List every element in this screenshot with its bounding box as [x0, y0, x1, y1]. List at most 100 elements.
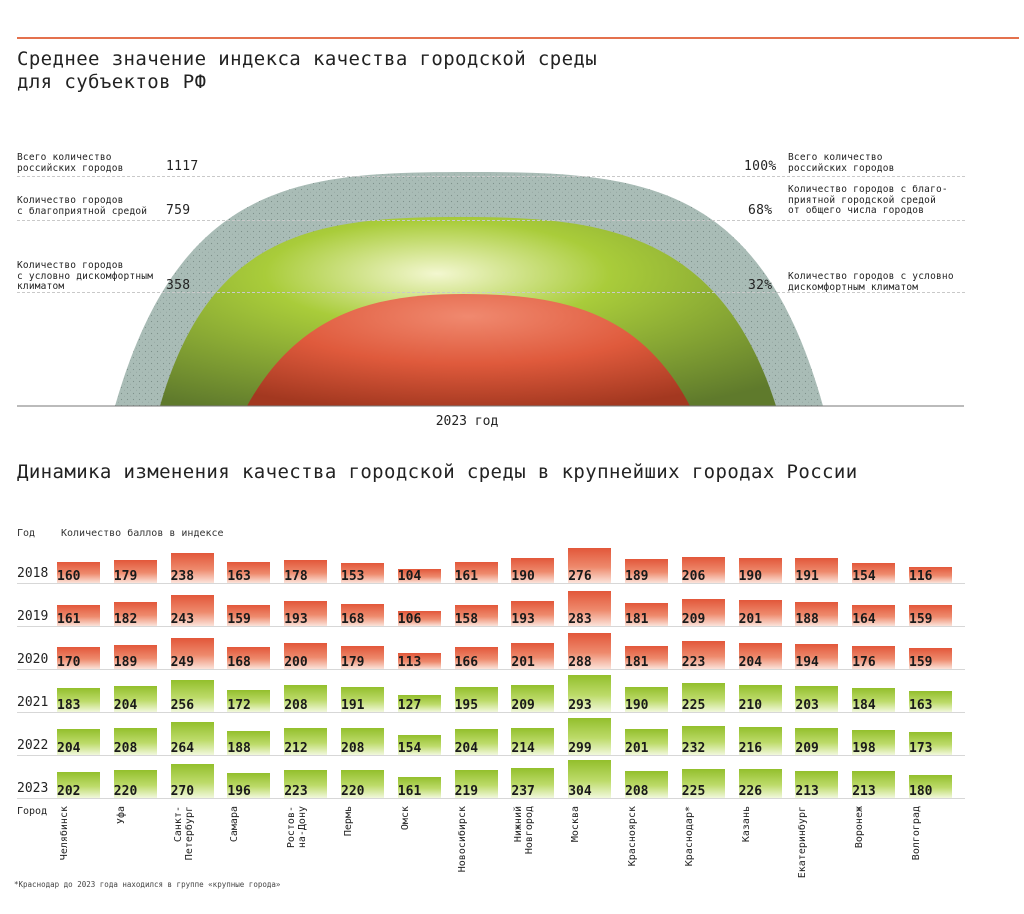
score-bar-fill	[568, 632, 612, 669]
score-bar: 200	[284, 643, 328, 669]
score-value: 214	[511, 740, 535, 755]
score-value: 189	[625, 568, 649, 583]
dome-chart	[17, 172, 964, 407]
score-bar-fill	[227, 647, 271, 669]
score-value: 209	[511, 697, 535, 712]
score-bar: 189	[113, 644, 157, 669]
score-bar-fill	[170, 637, 214, 669]
score-bar: 209	[795, 728, 839, 755]
score-bar: 160	[57, 561, 100, 583]
score-bar-fill	[227, 605, 271, 626]
score-bar-fill	[511, 601, 555, 626]
score-value: 256	[170, 697, 195, 712]
dashed-guide	[17, 220, 965, 221]
score-value: 161	[397, 783, 422, 798]
score-bar: 188	[227, 730, 271, 755]
score-bar-fill	[795, 770, 839, 798]
score-bar-fill	[681, 640, 725, 669]
score-bar-fill	[341, 604, 384, 626]
score-bar: 213	[795, 770, 839, 798]
score-value: 203	[795, 697, 819, 712]
score-value: 283	[568, 611, 592, 626]
left-label-total: Всего количество российских городов	[17, 152, 124, 174]
score-bar-fill	[341, 645, 384, 669]
score-value: 188	[795, 611, 819, 626]
score-bar: 220	[113, 769, 157, 798]
score-bar-fill	[625, 771, 668, 798]
score-bar-fill	[454, 605, 498, 626]
score-bar-fill	[511, 767, 555, 798]
year-label: 2022	[17, 738, 49, 753]
score-bar-fill	[568, 717, 612, 755]
score-bar: 216	[738, 727, 782, 755]
score-bar: 214	[511, 727, 555, 755]
score-value: 161	[57, 611, 81, 626]
score-bar-fill	[738, 600, 782, 626]
score-bar: 208	[625, 771, 668, 798]
city-label: Нижний Новгород	[513, 806, 536, 855]
score-bar-fill	[397, 694, 441, 712]
row-baseline	[17, 755, 965, 756]
score-value: 113	[397, 654, 422, 669]
score-bar: 209	[681, 599, 725, 626]
score-bar: 204	[454, 728, 498, 755]
score-value: 193	[511, 611, 535, 626]
score-bar: 219	[454, 770, 498, 798]
score-bar: 238	[170, 552, 214, 583]
city-label: Краснодар*	[683, 806, 695, 867]
score-bar: 158	[454, 605, 498, 626]
score-bar: 196	[227, 772, 271, 798]
right-value-uncomfortable: 32%	[748, 278, 773, 293]
score-bar: 283	[568, 590, 612, 626]
score-bar-fill	[57, 688, 100, 712]
score-bar-fill	[397, 776, 441, 798]
score-value: 204	[454, 740, 479, 755]
score-bar-fill	[341, 769, 384, 798]
score-bar-fill	[568, 675, 612, 712]
score-bar-fill	[454, 561, 498, 583]
score-value: 189	[113, 654, 138, 669]
right-value-favorable: 68%	[748, 203, 773, 218]
score-bar-fill	[568, 548, 612, 583]
score-value: 209	[795, 740, 819, 755]
city-label: Екатеринбург	[797, 806, 809, 879]
score-bar: 163	[227, 561, 271, 583]
year-label: 2018	[17, 566, 49, 581]
score-bar: 168	[341, 604, 384, 626]
score-bar-fill	[795, 601, 839, 626]
left-value-favorable: 759	[166, 203, 191, 218]
score-bar: 190	[625, 687, 668, 712]
score-value: 190	[625, 697, 649, 712]
score-bar: 243	[170, 595, 214, 626]
score-bar: 161	[454, 561, 498, 583]
score-value: 198	[852, 740, 876, 755]
score-bar: 104	[397, 568, 441, 583]
left-value-total: 1117	[166, 159, 199, 174]
score-value: 180	[909, 783, 933, 798]
year-label: 2019	[17, 609, 49, 624]
score-value: 116	[909, 568, 933, 583]
score-bar-fill	[227, 561, 271, 583]
score-bar-fill	[511, 685, 555, 712]
score-bar-fill	[625, 558, 668, 583]
score-bar: 193	[511, 601, 555, 626]
score-bar: 191	[341, 687, 384, 712]
score-bar: 264	[170, 721, 214, 755]
score-bar-fill	[852, 688, 896, 712]
score-bar-fill	[397, 568, 441, 583]
right-label-uncomfortable: Количество городов с условно дискомфортн…	[788, 271, 954, 293]
score-bar: 161	[57, 604, 100, 626]
score-value: 159	[909, 654, 933, 669]
score-bar: 208	[113, 728, 157, 755]
score-value: 208	[341, 740, 365, 755]
score-value: 154	[852, 568, 876, 583]
year-label: 2020	[17, 652, 49, 667]
score-value: 216	[738, 740, 763, 755]
score-value: 179	[341, 654, 365, 669]
score-value: 210	[738, 697, 763, 712]
score-value: 201	[738, 611, 763, 626]
score-bar-fill	[568, 590, 612, 626]
score-bar-fill	[170, 679, 214, 712]
score-bar: 195	[454, 686, 498, 712]
score-value: 168	[341, 611, 365, 626]
